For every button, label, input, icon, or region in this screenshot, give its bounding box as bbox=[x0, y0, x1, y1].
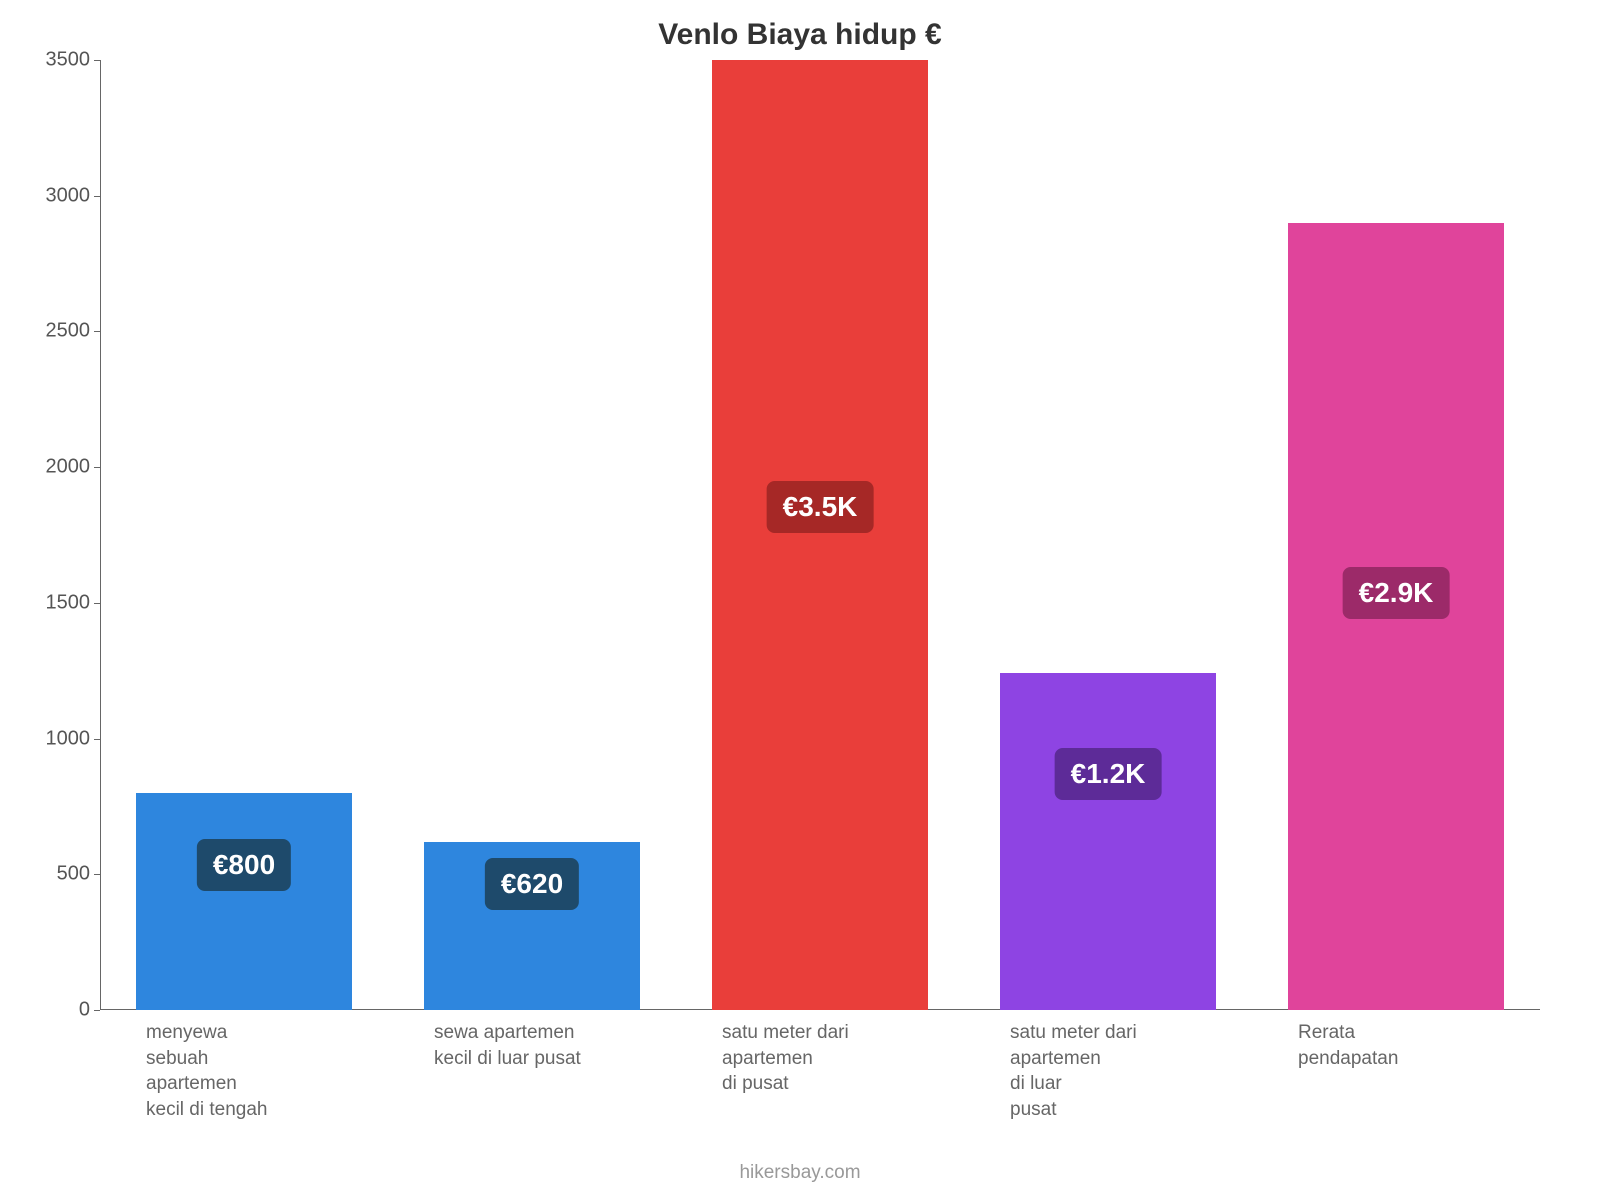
y-tick-mark bbox=[94, 603, 100, 604]
y-tick-mark bbox=[94, 196, 100, 197]
y-tick-label: 1000 bbox=[10, 727, 90, 750]
bar-value-label: €620 bbox=[485, 858, 579, 910]
y-tick-mark bbox=[94, 1010, 100, 1011]
bar-value-label: €1.2K bbox=[1055, 748, 1162, 800]
y-tick-mark bbox=[94, 467, 100, 468]
y-tick-label: 500 bbox=[10, 863, 90, 886]
x-tick-label: menyewasebuahapartemenkecil di tengah bbox=[146, 1020, 372, 1123]
footer-credit: hikersbay.com bbox=[0, 1162, 1600, 1184]
bar-value-label: €800 bbox=[197, 839, 291, 891]
plot-area: €800€620€3.5K€1.2K€2.9K 0500100015002000… bbox=[100, 60, 1540, 1010]
y-tick-mark bbox=[94, 331, 100, 332]
chart-title: Venlo Biaya hidup € bbox=[0, 18, 1600, 52]
y-tick-label: 0 bbox=[10, 999, 90, 1022]
y-tick-label: 2500 bbox=[10, 320, 90, 343]
y-tick-label: 1500 bbox=[10, 591, 90, 614]
x-tick-label: Reratapendapatan bbox=[1298, 1020, 1524, 1071]
bar bbox=[1000, 673, 1216, 1010]
y-tick-label: 3500 bbox=[10, 49, 90, 72]
y-tick-label: 2000 bbox=[10, 456, 90, 479]
y-tick-label: 3000 bbox=[10, 184, 90, 207]
bar bbox=[136, 793, 352, 1010]
x-tick-label: satu meter dariapartemendi pusat bbox=[722, 1020, 948, 1097]
chart-container: Venlo Biaya hidup € €800 €620 €3.5K €1.2K €2… bbox=[0, 0, 1600, 1200]
x-tick-label: sewa apartemenkecil di luar pusat bbox=[434, 1020, 660, 1071]
y-tick-mark bbox=[94, 874, 100, 875]
x-tick-label: satu meter dariapartemendi luarpusat bbox=[1010, 1020, 1236, 1123]
bar-value-label: €2.9K bbox=[1343, 567, 1450, 619]
bars-group: €800 €620 €3.5K €1.2K €2.9K bbox=[100, 60, 1540, 1010]
y-tick-mark bbox=[94, 60, 100, 61]
bar bbox=[712, 60, 928, 1010]
y-tick-mark bbox=[94, 739, 100, 740]
bar-value-label: €3.5K bbox=[767, 481, 874, 533]
